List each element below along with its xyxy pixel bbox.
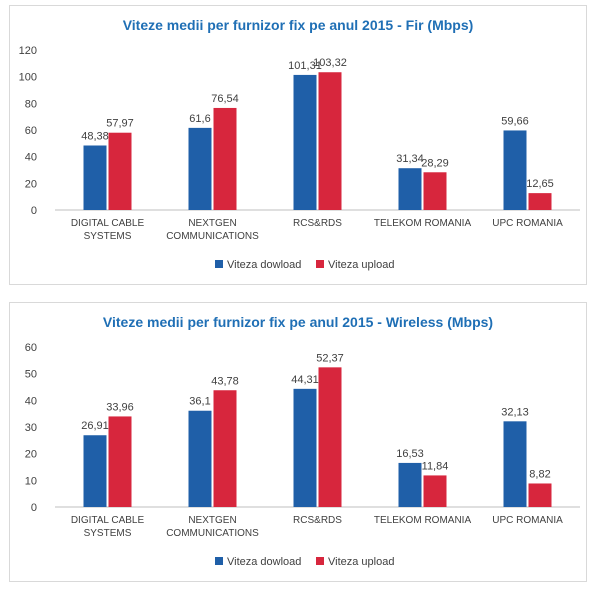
data-label: 101,31 <box>288 60 322 72</box>
data-label: 103,32 <box>313 57 347 69</box>
y-tick-label: 30 <box>25 422 37 434</box>
y-tick-label: 60 <box>25 125 37 137</box>
bar-download <box>188 127 212 210</box>
bar-download <box>83 145 107 210</box>
y-tick-label: 10 <box>25 475 37 487</box>
chart-panel-fir: Viteze medii per furnizor fix pe anul 20… <box>9 5 587 285</box>
legend-entry: Viteza upload <box>328 556 394 568</box>
bar-upload <box>213 107 237 210</box>
y-tick-label: 80 <box>25 98 37 110</box>
category-label: SYSTEMS <box>84 528 132 539</box>
bar-upload <box>108 416 132 507</box>
y-tick-label: 0 <box>31 502 37 514</box>
category-label: COMMUNICATIONS <box>166 231 259 242</box>
category-label: UPC ROMANIA <box>492 218 563 229</box>
category-label: NEXTGEN <box>188 218 236 229</box>
data-label: 28,29 <box>421 157 449 169</box>
data-label: 76,54 <box>211 93 239 105</box>
chart-panel-wireless: Viteze medii per furnizor fix pe anul 20… <box>9 302 587 582</box>
legend-entry: Viteza dowload <box>227 259 301 271</box>
legend-entry: Viteza upload <box>328 259 394 271</box>
bar-download <box>83 435 107 507</box>
legend-swatch <box>215 557 223 565</box>
y-tick-label: 40 <box>25 152 37 164</box>
bar-upload <box>528 193 552 210</box>
chart-fir: Viteze medii per furnizor fix pe anul 20… <box>19 17 580 271</box>
y-tick-label: 120 <box>19 45 37 57</box>
bar-upload <box>318 367 342 507</box>
data-label: 16,53 <box>396 448 424 460</box>
category-label: COMMUNICATIONS <box>166 528 259 539</box>
y-tick-label: 60 <box>25 342 37 354</box>
chart-wireless: Viteze medii per furnizor fix pe anul 20… <box>25 314 580 568</box>
data-label: 26,91 <box>81 420 109 432</box>
category-label: NEXTGEN <box>188 515 236 526</box>
data-label: 8,82 <box>529 468 550 480</box>
data-label: 43,78 <box>211 375 239 387</box>
category-label: DIGITAL CABLE <box>71 218 145 229</box>
data-label: 31,34 <box>396 153 424 165</box>
legend-entry: Viteza dowload <box>227 556 301 568</box>
category-label: RCS&RDS <box>293 218 342 229</box>
bar-upload <box>213 390 237 507</box>
bar-download <box>398 462 422 507</box>
data-label: 12,65 <box>526 178 554 190</box>
data-label: 57,97 <box>106 118 134 130</box>
legend-swatch <box>316 557 324 565</box>
category-label: SYSTEMS <box>84 231 132 242</box>
bar-download <box>188 410 212 507</box>
bar-upload <box>423 172 447 210</box>
bar-download <box>398 168 422 210</box>
y-tick-label: 50 <box>25 369 37 381</box>
chart-title: Viteze medii per furnizor fix pe anul 20… <box>103 314 493 330</box>
category-label: UPC ROMANIA <box>492 515 563 526</box>
data-label: 48,38 <box>81 130 109 142</box>
y-tick-label: 100 <box>19 72 37 84</box>
category-label: RCS&RDS <box>293 515 342 526</box>
y-tick-label: 0 <box>31 205 37 217</box>
data-label: 61,6 <box>189 113 210 125</box>
data-label: 33,96 <box>106 401 134 413</box>
bar-upload <box>423 475 447 507</box>
category-label: DIGITAL CABLE <box>71 515 145 526</box>
data-label: 44,31 <box>291 374 319 386</box>
chart-title: Viteze medii per furnizor fix pe anul 20… <box>123 17 474 33</box>
bar-upload <box>528 483 552 507</box>
bar-upload <box>108 132 132 210</box>
data-label: 32,13 <box>501 406 529 418</box>
data-label: 11,84 <box>422 460 449 472</box>
bar-download <box>503 130 527 210</box>
bar-upload <box>318 72 342 211</box>
data-label: 36,1 <box>189 396 210 408</box>
legend-swatch <box>215 260 223 268</box>
y-tick-label: 40 <box>25 395 37 407</box>
category-label: TELEKOM ROMANIA <box>374 218 472 229</box>
bar-download <box>293 74 317 210</box>
data-label: 59,66 <box>501 115 529 127</box>
bar-download <box>503 421 527 507</box>
legend-swatch <box>316 260 324 268</box>
data-label: 52,37 <box>316 352 344 364</box>
y-tick-label: 20 <box>25 178 37 190</box>
y-tick-label: 20 <box>25 449 37 461</box>
category-label: TELEKOM ROMANIA <box>374 515 472 526</box>
bar-download <box>293 388 317 507</box>
